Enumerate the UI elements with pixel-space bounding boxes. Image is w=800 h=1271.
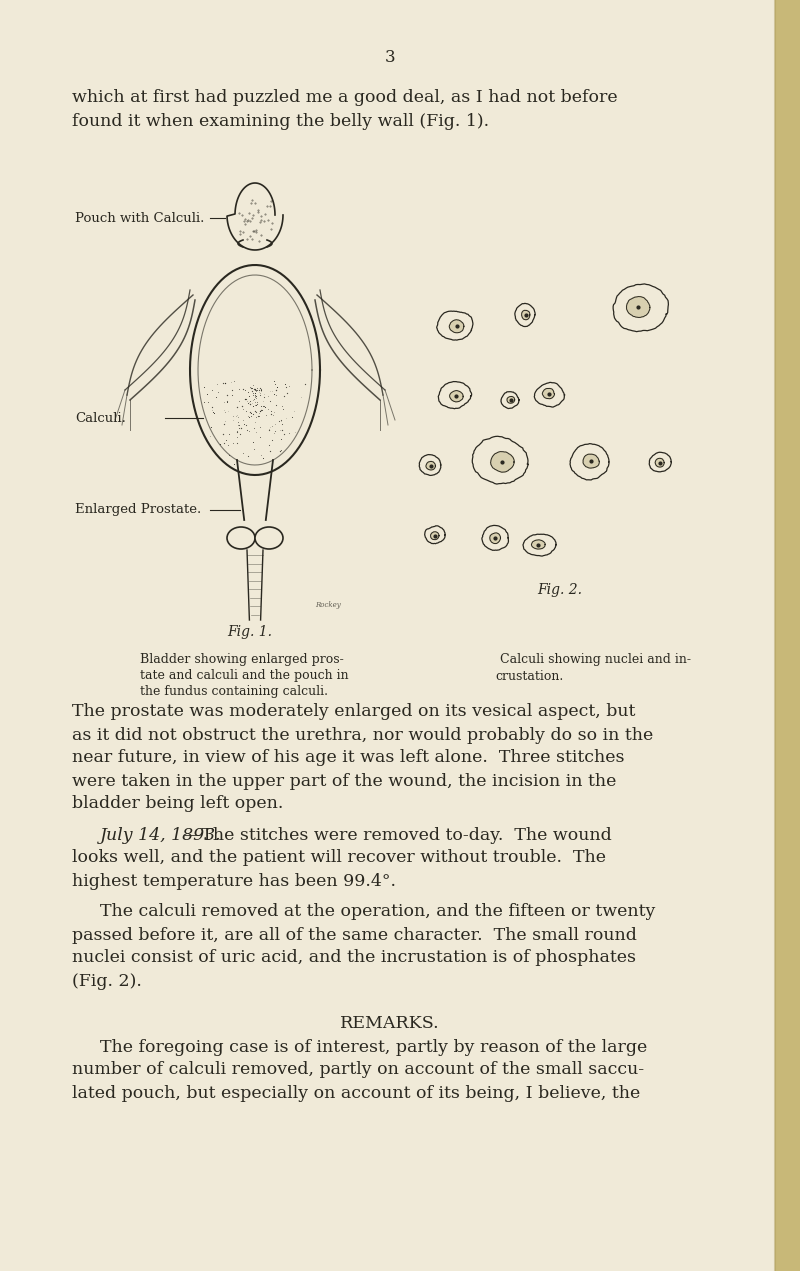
Polygon shape <box>542 389 554 399</box>
Text: crustation.: crustation. <box>496 670 564 683</box>
Text: The foregoing case is of interest, partly by reason of the large: The foregoing case is of interest, partl… <box>100 1038 647 1055</box>
Polygon shape <box>501 391 519 408</box>
Polygon shape <box>437 311 473 341</box>
Polygon shape <box>507 397 514 403</box>
Text: (Fig. 2).: (Fig. 2). <box>72 972 142 990</box>
Polygon shape <box>419 455 441 475</box>
Text: number of calculi removed, partly on account of the small saccu-: number of calculi removed, partly on acc… <box>72 1061 644 1079</box>
Text: Pouch with Calculi.: Pouch with Calculi. <box>75 211 204 225</box>
Text: nuclei consist of uric acid, and the incrustation is of phosphates: nuclei consist of uric acid, and the inc… <box>72 949 636 966</box>
Polygon shape <box>534 383 565 407</box>
Text: lated pouch, but especially on account of its being, I believe, the: lated pouch, but especially on account o… <box>72 1084 640 1102</box>
Polygon shape <box>472 436 528 484</box>
Text: Calculi.: Calculi. <box>75 412 126 425</box>
Polygon shape <box>450 320 464 333</box>
Text: Enlarged Prostate.: Enlarged Prostate. <box>75 503 202 516</box>
Text: near future, in view of his age it was left alone.  Three stitches: near future, in view of his age it was l… <box>72 750 625 766</box>
Text: looks well, and the patient will recover without trouble.  The: looks well, and the patient will recover… <box>72 849 606 867</box>
Text: which at first had puzzled me a good deal, as I had not before: which at first had puzzled me a good dea… <box>72 89 618 107</box>
Text: highest temperature has been 99.4°.: highest temperature has been 99.4°. <box>72 872 396 890</box>
Polygon shape <box>515 304 535 327</box>
Polygon shape <box>430 531 439 540</box>
Text: found it when examining the belly wall (Fig. 1).: found it when examining the belly wall (… <box>72 113 489 131</box>
Polygon shape <box>490 533 501 544</box>
Polygon shape <box>775 0 800 1271</box>
Text: passed before it, are all of the same character.  The small round: passed before it, are all of the same ch… <box>72 927 637 943</box>
Ellipse shape <box>255 527 283 549</box>
Text: Fig. 2.: Fig. 2. <box>538 583 582 597</box>
Text: The calculi removed at the operation, and the fifteen or twenty: The calculi removed at the operation, an… <box>100 904 655 920</box>
Polygon shape <box>523 534 556 557</box>
Text: July 14, 1893.: July 14, 1893. <box>100 826 222 844</box>
Polygon shape <box>490 451 514 473</box>
Polygon shape <box>438 381 472 409</box>
Text: Bladder showing enlarged pros-: Bladder showing enlarged pros- <box>140 653 344 666</box>
Text: were taken in the upper part of the wound, the incision in the: were taken in the upper part of the woun… <box>72 773 616 789</box>
Text: tate and calculi and the pouch in: tate and calculi and the pouch in <box>140 670 349 683</box>
Polygon shape <box>450 390 463 402</box>
Polygon shape <box>626 296 650 318</box>
Text: —The stitches were removed to-day.  The wound: —The stitches were removed to-day. The w… <box>184 826 612 844</box>
Polygon shape <box>613 283 668 332</box>
Polygon shape <box>425 526 445 544</box>
Text: the fundus containing calculi.: the fundus containing calculi. <box>140 685 328 699</box>
Polygon shape <box>426 461 435 470</box>
Text: The prostate was moderately enlarged on its vesical aspect, but: The prostate was moderately enlarged on … <box>72 704 635 721</box>
Polygon shape <box>650 452 671 472</box>
Text: Calculi showing nuclei and in-: Calculi showing nuclei and in- <box>500 653 691 666</box>
Polygon shape <box>570 444 609 480</box>
Text: Fig. 1.: Fig. 1. <box>227 625 273 639</box>
Polygon shape <box>531 540 546 549</box>
Text: REMARKS.: REMARKS. <box>340 1016 440 1032</box>
Text: bladder being left open.: bladder being left open. <box>72 796 283 812</box>
Text: as it did not obstruct the urethra, nor would probably do so in the: as it did not obstruct the urethra, nor … <box>72 727 654 744</box>
Polygon shape <box>482 525 509 550</box>
Polygon shape <box>655 459 664 468</box>
Text: Rockey: Rockey <box>315 601 341 609</box>
Text: 3: 3 <box>385 50 395 66</box>
Ellipse shape <box>227 527 255 549</box>
Polygon shape <box>522 310 530 320</box>
Polygon shape <box>583 454 599 468</box>
